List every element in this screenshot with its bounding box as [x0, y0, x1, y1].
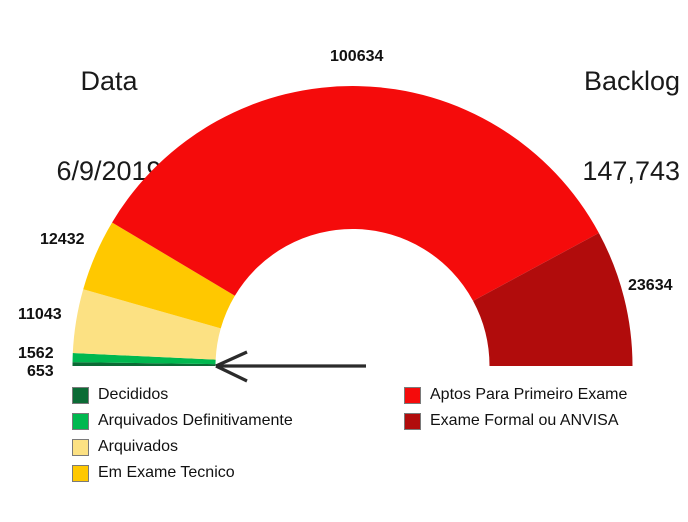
legend-left-item[interactable]: Arquivados Definitivamente — [72, 408, 293, 434]
chart-canvas: Data 6/9/2019 Backlog 147,743 1006341243… — [0, 0, 688, 522]
legend-left-item[interactable]: Em Exame Tecnico — [72, 460, 293, 486]
legend-label: Exame Formal ou ANVISA — [430, 412, 619, 430]
value-label-12432: 12432 — [40, 231, 85, 249]
legend-swatch-icon — [72, 465, 89, 482]
legend-swatch-icon — [404, 413, 421, 430]
value-label-100634: 100634 — [330, 48, 383, 66]
legend-swatch-icon — [404, 387, 421, 404]
legend-label: Arquivados Definitivamente — [98, 412, 293, 430]
legend-swatch-icon — [72, 413, 89, 430]
legend-label: Aptos Para Primeiro Exame — [430, 386, 627, 404]
legend-left-item[interactable]: Decididos — [72, 382, 293, 408]
pointer-arrow — [216, 352, 366, 381]
legend-label: Arquivados — [98, 438, 178, 456]
legend-swatch-icon — [72, 439, 89, 456]
legend-right-item[interactable]: Exame Formal ou ANVISA — [404, 408, 627, 434]
donut-slices — [73, 86, 633, 366]
legend-label: Em Exame Tecnico — [98, 464, 235, 482]
legend-left-item[interactable]: Arquivados — [72, 434, 293, 460]
value-label-23634: 23634 — [628, 277, 673, 295]
value-label-11043: 11043 — [18, 306, 62, 324]
value-label-653: 653 — [27, 363, 54, 381]
legend-left: Decididos Arquivados Definitivamente Arqui… — [72, 382, 293, 486]
legend-swatch-icon — [72, 387, 89, 404]
legend-label: Decididos — [98, 386, 168, 404]
legend-right: Aptos Para Primeiro Exame Exame Formal ou… — [404, 382, 627, 434]
value-label-1562: 1562 — [18, 345, 54, 363]
legend-right-item[interactable]: Aptos Para Primeiro Exame — [404, 382, 627, 408]
